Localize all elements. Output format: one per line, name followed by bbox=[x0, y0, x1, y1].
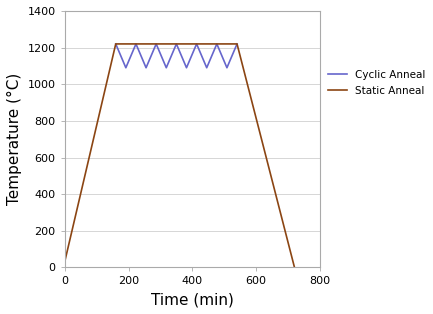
Cyclic Anneal bbox=[154, 42, 159, 46]
Cyclic Anneal bbox=[184, 66, 189, 70]
Cyclic Anneal bbox=[123, 66, 129, 70]
Line: Cyclic Anneal: Cyclic Anneal bbox=[116, 44, 237, 68]
Cyclic Anneal bbox=[214, 42, 220, 46]
Line: Static Anneal: Static Anneal bbox=[65, 44, 294, 268]
Cyclic Anneal bbox=[113, 42, 118, 46]
Cyclic Anneal bbox=[194, 42, 199, 46]
Cyclic Anneal bbox=[164, 66, 169, 70]
Static Anneal bbox=[292, 266, 297, 269]
Cyclic Anneal bbox=[234, 42, 239, 46]
Static Anneal bbox=[62, 260, 67, 264]
Cyclic Anneal bbox=[133, 42, 139, 46]
Static Anneal bbox=[234, 42, 239, 46]
Cyclic Anneal bbox=[224, 66, 229, 70]
X-axis label: Time (min): Time (min) bbox=[151, 292, 234, 307]
Cyclic Anneal bbox=[204, 66, 209, 70]
Cyclic Anneal bbox=[143, 66, 149, 70]
Legend: Cyclic Anneal, Static Anneal: Cyclic Anneal, Static Anneal bbox=[328, 70, 425, 96]
Static Anneal bbox=[113, 42, 118, 46]
Y-axis label: Temperature (°C): Temperature (°C) bbox=[7, 73, 22, 205]
Cyclic Anneal bbox=[174, 42, 179, 46]
